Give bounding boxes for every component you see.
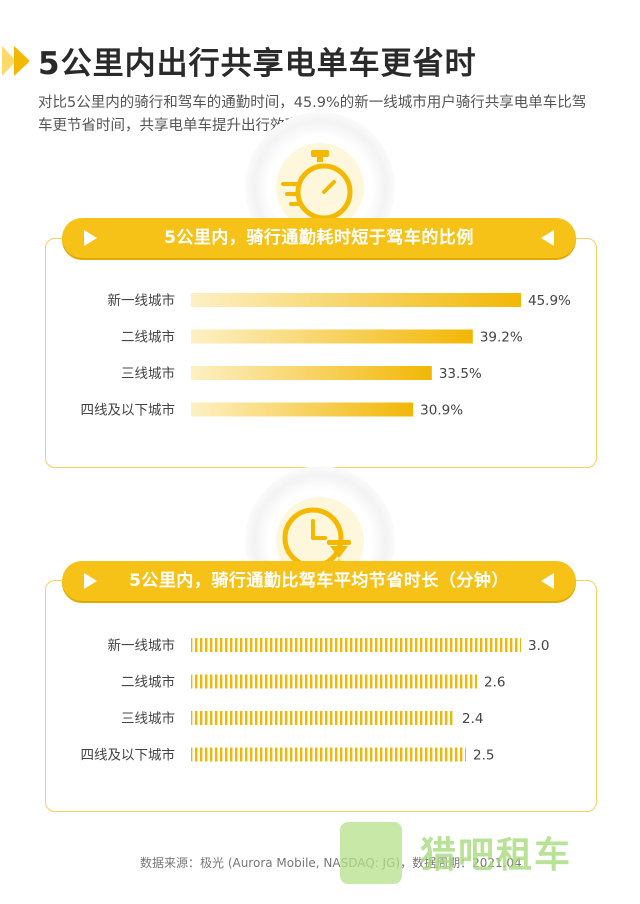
minutes-bar-chart: 新一线城市 3.0 二线城市 2.6 三线城市 2.4 四线及以下城市 2.5 xyxy=(81,637,550,764)
bar xyxy=(191,402,414,417)
category-label: 新一线城市 xyxy=(108,292,176,309)
value-label: 2.5 xyxy=(473,748,494,764)
value-label: 30.9% xyxy=(420,403,463,419)
category-label: 四线及以下城市 xyxy=(81,747,176,764)
double-arrow-icon xyxy=(2,46,30,76)
bar xyxy=(191,674,477,689)
category-label: 二线城市 xyxy=(121,329,175,346)
chart-title: 5公里内，骑行通勤耗时短于驾车的比例 xyxy=(164,228,474,248)
header: 5公里内出行共享电单车更省时 xyxy=(0,34,640,84)
value-label: 3.0 xyxy=(528,638,549,654)
data-source: 数据来源：极光 (Aurora Mobile, NASDAQ: JG)，数据周期… xyxy=(140,856,522,870)
chart-banner-ratio: 5公里内，骑行通勤耗时短于驾车的比例 xyxy=(62,218,576,258)
chart-title: 5公里内，骑行通勤比驾车平均节省时长（分钟） xyxy=(129,571,509,591)
chart-banner-minutes: 5公里内，骑行通勤比驾车平均节省时长（分钟） xyxy=(62,561,576,601)
bar xyxy=(191,366,432,380)
value-label: 2.6 xyxy=(484,675,505,691)
page-title: 5公里内出行共享电单车更省时 xyxy=(38,46,477,82)
bar xyxy=(191,711,455,725)
value-label: 39.2% xyxy=(480,330,523,346)
value-label: 45.9% xyxy=(528,293,571,309)
category-label: 三线城市 xyxy=(121,365,175,382)
bar xyxy=(191,638,521,652)
watermark-logo xyxy=(340,822,402,884)
value-label: 33.5% xyxy=(439,366,482,382)
category-label: 四线及以下城市 xyxy=(81,402,176,419)
play-triangle-icon xyxy=(541,573,554,589)
value-label: 2.4 xyxy=(462,711,483,727)
category-label: 新一线城市 xyxy=(108,637,176,654)
play-triangle-icon xyxy=(84,573,97,589)
ratio-bar-chart: 新一线城市 45.9% 二线城市 39.2% 三线城市 33.5% 四线及以下城市 30.9% xyxy=(81,292,572,419)
bar xyxy=(191,329,473,344)
category-label: 二线城市 xyxy=(121,674,175,691)
category-label: 三线城市 xyxy=(121,710,175,727)
play-triangle-icon xyxy=(541,230,554,246)
watermark-text: 猎吧租车 xyxy=(420,835,573,876)
bar xyxy=(191,293,521,307)
bar xyxy=(191,747,466,762)
play-triangle-icon xyxy=(84,230,97,246)
chart-panel-ratio xyxy=(45,238,597,468)
